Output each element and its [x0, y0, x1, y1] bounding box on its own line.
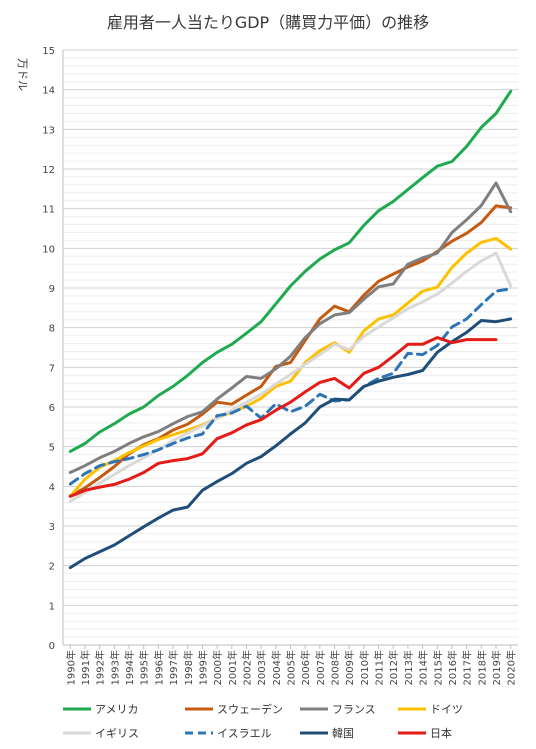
legend-label: アメリカ — [95, 703, 138, 716]
y-tick-label: 4 — [49, 482, 55, 493]
y-tick-label: 15 — [42, 46, 55, 57]
y-tick-label: 2 — [49, 562, 55, 573]
series-line-イギリス — [68, 251, 513, 503]
x-tick-label: 2008年 — [329, 650, 342, 685]
x-tick-label: 1990年 — [64, 650, 77, 685]
legend-label: フランス — [332, 703, 376, 716]
x-tick-label: 2019年 — [490, 650, 503, 685]
x-tick-label: 2014年 — [417, 650, 430, 685]
x-tick-label: 2000年 — [211, 650, 224, 685]
series-lines — [68, 89, 513, 570]
y-tick-label: 6 — [49, 403, 55, 414]
x-tick-label: 1991年 — [79, 650, 92, 685]
y-tick-label: 11 — [42, 205, 55, 216]
gridlines — [62, 49, 518, 646]
legend-label: スウェーデン — [217, 702, 283, 716]
y-tick-label: 3 — [49, 522, 55, 533]
series-line-ドイツ — [68, 236, 513, 498]
x-tick-label: 2006年 — [299, 650, 312, 685]
x-tick-label: 2018年 — [475, 650, 488, 685]
x-tick-label: 2004年 — [270, 650, 283, 685]
legend-label: ドイツ — [430, 703, 463, 716]
x-tick-label: 2020年 — [505, 650, 518, 685]
x-tick-label: 2001年 — [226, 650, 239, 685]
y-tick-label: 9 — [49, 284, 55, 295]
series-line-イスラエル — [68, 287, 513, 486]
y-tick-label: 5 — [49, 443, 55, 454]
x-tick-label: 2011年 — [373, 650, 386, 685]
y-tick-label: 1 — [49, 601, 55, 612]
x-tick-label: 1994年 — [123, 650, 136, 685]
x-tick-label: 2005年 — [285, 650, 298, 685]
x-tick-label: 2003年 — [255, 650, 268, 685]
legend-label: 日本 — [430, 726, 452, 740]
y-tick-label: 8 — [49, 324, 55, 335]
y-tick-label: 7 — [49, 363, 55, 374]
legend-label: 韓国 — [332, 727, 354, 740]
legend-label: イスラエル — [217, 727, 272, 740]
x-tick-label: 2013年 — [402, 650, 415, 685]
x-tick-label: 2009年 — [343, 650, 356, 685]
y-tick-label: 10 — [42, 244, 55, 255]
x-tick-label: 2007年 — [314, 650, 327, 685]
y-tick-label: 13 — [42, 125, 55, 136]
x-tick-label: 1996年 — [152, 650, 165, 685]
x-tick-label: 2012年 — [387, 650, 400, 685]
x-tick-label: 1997年 — [167, 650, 180, 685]
x-tick-label: 2010年 — [358, 650, 371, 685]
y-tick-label: 0 — [49, 641, 55, 652]
x-tick-label: 1995年 — [138, 650, 151, 685]
x-tick-labels: 1990年 1991年 1992年 1993年 1994年 1995年 1996年 1997年… — [64, 645, 518, 685]
series-line-日本 — [68, 336, 498, 498]
x-tick-label: 1993年 — [108, 650, 121, 685]
x-tick-label: 2016年 — [446, 650, 459, 685]
x-tick-label: 1999年 — [196, 650, 209, 685]
series-line-韓国 — [68, 317, 513, 570]
y-tick-label: 14 — [42, 86, 55, 97]
series-line-アメリカ — [68, 89, 513, 453]
x-tick-label: 2002年 — [240, 650, 253, 685]
y-tick-label: 12 — [42, 165, 55, 176]
x-tick-label: 1998年 — [182, 650, 195, 685]
series-line-スウェーデン — [68, 204, 513, 498]
x-tick-label: 2015年 — [431, 650, 444, 685]
legend-label: イギリス — [95, 727, 139, 740]
x-tick-label: 1992年 — [94, 650, 107, 685]
chart-title: 雇用者一人当たりGDP（購買力平価）の推移 — [107, 13, 429, 32]
x-tick-label: 2017年 — [461, 650, 474, 685]
series-line-フランス — [68, 181, 513, 474]
y-unit-label: 万ドル — [16, 58, 29, 91]
